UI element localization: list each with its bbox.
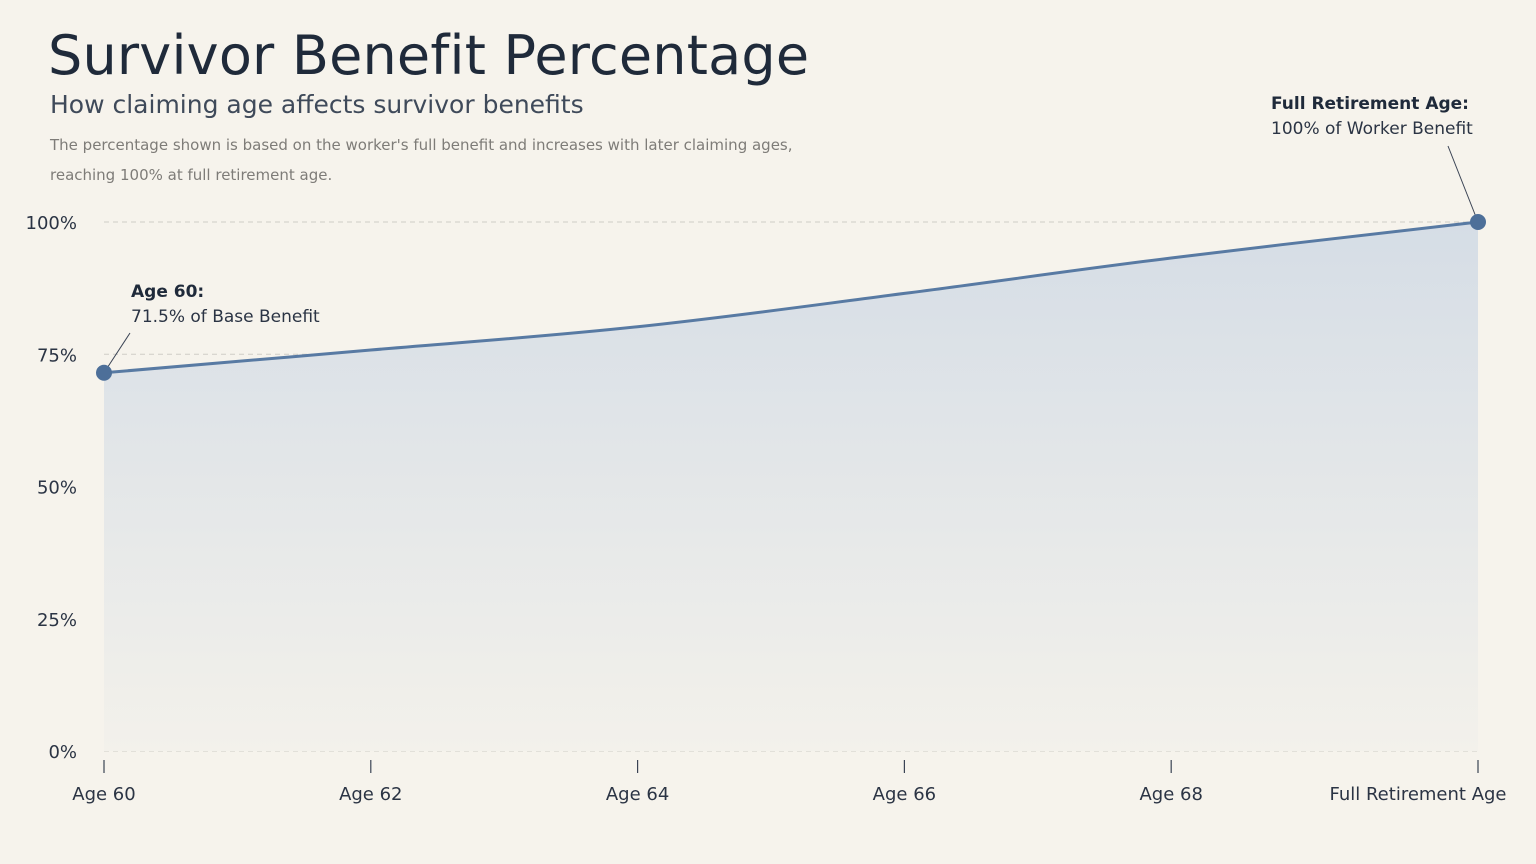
y-tick-label-75: 75%	[37, 345, 77, 366]
x-tick-label-0: Age 60	[72, 784, 135, 805]
data-points	[96, 214, 1486, 381]
annotation-title-0: Age 60:	[131, 282, 204, 302]
x-tick-label-1: Age 62	[339, 784, 402, 805]
data-point-0	[96, 364, 112, 381]
x-tick-label-3: Age 66	[873, 784, 936, 805]
x-tick-label-2: Age 64	[606, 784, 669, 805]
y-tick-label-25: 25%	[37, 610, 77, 631]
chart-title: Survivor Benefit Percentage	[48, 24, 810, 87]
series-line-group	[102, 220, 1480, 375]
y-tick-label-50: 50%	[37, 478, 77, 499]
x-tick-label-4: Age 68	[1139, 784, 1202, 805]
y-tick-label-100: 100%	[26, 213, 77, 234]
series-line	[102, 220, 1480, 375]
chart-subtitle: How claiming age affects survivor benefi…	[50, 90, 584, 119]
x-tick-label-5: Full Retirement Age	[1329, 784, 1506, 805]
area-fill-group	[104, 222, 1478, 751]
annotations: Age 60: 71.5% of Base Benefit Full Retirem…	[103, 94, 1479, 374]
annotation-text-1: 100% of Worker Benefit	[1271, 119, 1473, 139]
data-point-5	[1470, 214, 1486, 230]
chart-description: The percentage shown is based on the wor…	[50, 136, 793, 184]
annotation-leader-1	[1447, 145, 1479, 223]
y-tick-label-0: 0%	[48, 742, 77, 763]
area-fill	[104, 222, 1478, 751]
annotation-text-0: 71.5% of Base Benefit	[131, 307, 320, 327]
y-axis: 0% 25% 50% 75% 100%	[26, 213, 77, 763]
annotation-title-1: Full Retirement Age:	[1271, 94, 1469, 114]
x-axis: Age 60 Age 62 Age 64 Age 66 Age 68 Full Retir…	[72, 760, 1507, 805]
